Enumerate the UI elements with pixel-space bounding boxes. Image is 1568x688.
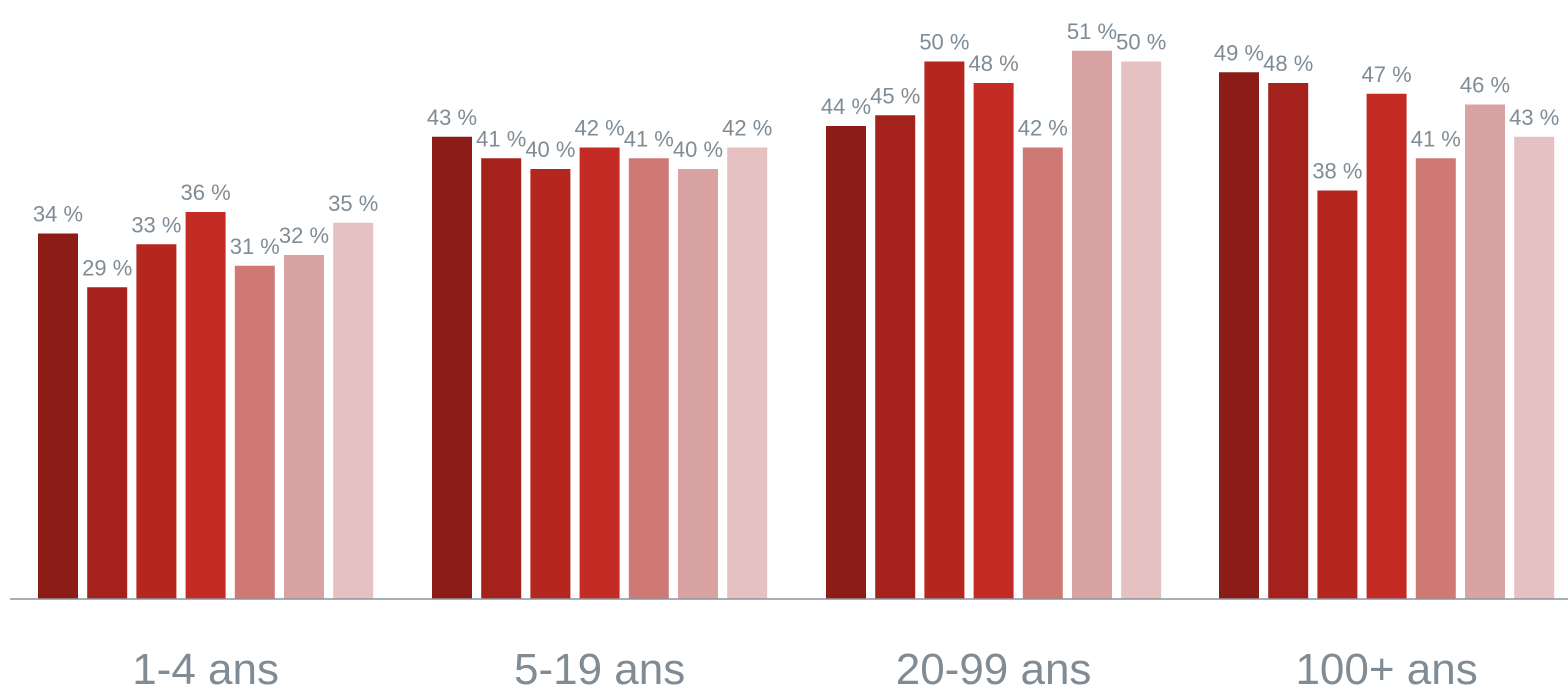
value-label-2-1: 43 % [427,105,477,130]
bar-3-2 [875,115,916,599]
value-label-2-3: 40 % [525,137,575,162]
bar-3-3 [924,61,965,599]
value-label-3-2: 45 % [870,83,920,108]
value-label-3-5: 42 % [1018,116,1068,141]
value-label-3-6: 51 % [1067,19,1117,44]
value-labels-layer: 34 %29 %33 %36 %31 % 32 %35 %43 %41 % 40 %… [33,19,1559,281]
bar-3-7 [1121,61,1162,599]
bar-4-3 [1317,190,1358,599]
bar-4-1 [1219,72,1259,599]
bar-2-2 [481,158,522,599]
category-label-3: 20-99 ans [896,645,1092,688]
value-label-2-2: 41 % [476,126,526,151]
value-label-4-3: 38 % [1312,159,1362,184]
value-label-1-6: 32 % [279,223,329,248]
value-label-3-4: 48 % [969,51,1019,76]
value-label-4-2: 48 % [1263,51,1313,76]
value-label-4-5: 41 % [1411,126,1461,151]
bar-2-6 [678,169,718,599]
value-label-1-5: 31 % [230,234,280,259]
bar-4-6 [1465,104,1505,599]
bar-3-1 [826,126,866,599]
bar-2-3 [530,169,571,599]
category-label-1: 1-4 ans [132,645,279,688]
value-label-1-7: 35 % [328,191,378,216]
bar-1-7 [333,222,374,599]
bar-4-5 [1415,158,1456,599]
bar-2-5 [628,158,669,599]
bar-2-4 [579,147,620,599]
value-label-3-3: 50 % [919,30,969,55]
bar-1-1 [38,233,78,599]
bar-1-6 [284,255,324,599]
value-label-2-7: 42 % [722,116,772,141]
value-label-4-6: 46 % [1460,73,1510,98]
value-label-2-4: 42 % [575,116,625,141]
bar-1-3 [136,244,177,599]
value-label-2-5: 41 % [624,126,674,151]
category-label-2: 5-19 ans [514,645,685,688]
bars-layer [38,50,1555,599]
bar-1-5 [234,265,275,599]
value-label-3-1: 44 % [821,94,871,119]
category-label-4: 100+ ans [1295,645,1477,688]
value-label-1-2: 29 % [82,255,132,280]
bar-4-2 [1268,83,1309,599]
category-labels-layer: 1-4 ans 5-19 ans 20-99 ans 100+ ans [132,645,1478,688]
bar-2-1 [432,136,472,599]
bar-2-7 [727,147,768,599]
bar-4-7 [1514,136,1555,599]
bar-3-5 [1022,147,1063,599]
bar-1-2 [87,287,128,599]
value-label-4-4: 47 % [1362,62,1412,87]
bar-1-4 [185,212,226,599]
value-label-4-1: 49 % [1214,40,1264,65]
value-label-2-6: 40 % [673,137,723,162]
value-label-1-4: 36 % [181,180,231,205]
value-label-1-1: 34 % [33,202,83,227]
value-label-4-7: 43 % [1509,105,1559,130]
bar-3-6 [1072,50,1112,599]
value-label-1-3: 33 % [131,212,181,237]
bar-4-4 [1366,93,1407,599]
bar-3-4 [973,83,1014,599]
value-label-3-7: 50 % [1116,30,1166,55]
